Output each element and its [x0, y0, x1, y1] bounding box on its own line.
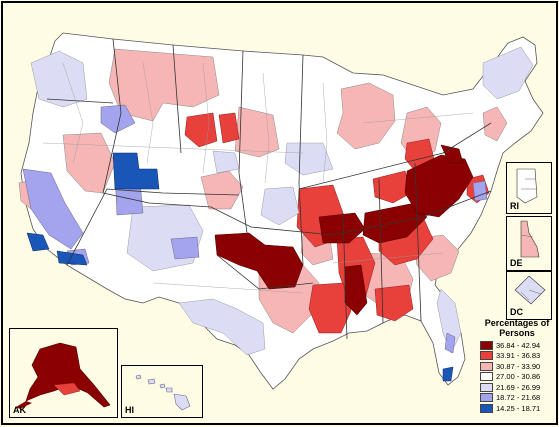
legend-label: 18.72 - 21.68 [496, 393, 541, 403]
legend-swatch [480, 361, 493, 371]
legend-swatch [480, 382, 493, 392]
dc-inset: DC [506, 271, 552, 320]
legend-item: 21.69 - 26.99 [480, 382, 554, 393]
legend-label: 36.84 - 42.94 [496, 340, 541, 350]
legend-label: 27.00 - 30.86 [496, 372, 541, 382]
legend-swatch [480, 403, 493, 413]
hawaii-inset: HI [121, 365, 203, 418]
legend-label: 14.25 - 18.71 [496, 403, 541, 413]
regions-dark-blue [26, 152, 454, 382]
alaska-shape [16, 342, 111, 409]
dc-label: DC [510, 307, 523, 317]
regions-lavender [30, 46, 534, 356]
state-borders [46, 38, 492, 340]
rhode-island-inset: RI [506, 162, 552, 214]
us-choropleth-map [18, 32, 544, 390]
regions-medium-blue [22, 104, 488, 354]
regions-dark-red [214, 144, 474, 316]
delaware-inset: DE [506, 216, 552, 271]
legend-swatch [480, 351, 493, 361]
rhode-island-shape [516, 168, 538, 204]
legend-item: 33.91 - 36.83 [480, 351, 554, 362]
delaware-shape [520, 220, 540, 258]
legend-label: 21.69 - 26.99 [496, 382, 541, 392]
rhode-island-label: RI [510, 201, 519, 211]
legend-item: 36.84 - 42.94 [480, 340, 554, 351]
legend-swatch [480, 372, 493, 382]
hawaii-label: HI [125, 405, 134, 415]
legend-label: 33.91 - 36.83 [496, 351, 541, 361]
delaware-label: DE [510, 258, 523, 268]
legend-swatch [480, 393, 493, 403]
hawaii-shape [135, 374, 191, 411]
legend: Percentages of Persons 36.84 - 42.94 33.9… [480, 318, 554, 414]
legend-label: 30.87 - 33.90 [496, 361, 541, 371]
alaska-label: AK [13, 405, 26, 415]
county-region-lines [42, 62, 474, 294]
alaska-inset: AK [9, 328, 118, 418]
legend-item: 18.72 - 21.68 [480, 393, 554, 404]
legend-item: 27.00 - 30.86 [480, 372, 554, 383]
legend-item: 30.87 - 33.90 [480, 361, 554, 372]
legend-swatch [480, 340, 493, 350]
legend-title: Percentages of Persons [484, 318, 550, 338]
dc-shape [514, 275, 546, 305]
legend-rows: 36.84 - 42.94 33.91 - 36.83 30.87 - 33.90 2… [480, 340, 554, 414]
legend-item: 14.25 - 18.71 [480, 403, 554, 414]
